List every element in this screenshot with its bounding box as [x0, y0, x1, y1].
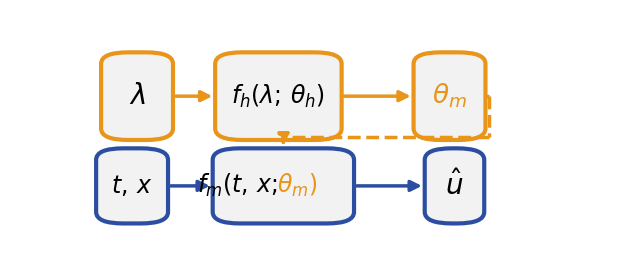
Text: $\theta_m)$: $\theta_m)$	[277, 172, 318, 199]
Text: $\hat{u}$: $\hat{u}$	[445, 170, 463, 201]
FancyBboxPatch shape	[425, 148, 484, 224]
FancyBboxPatch shape	[96, 148, 168, 224]
Text: $f_m(t,\,x;\,$: $f_m(t,\,x;\,$	[196, 172, 277, 199]
Text: $\lambda$: $\lambda$	[129, 82, 145, 110]
FancyBboxPatch shape	[413, 52, 486, 140]
FancyBboxPatch shape	[212, 148, 354, 224]
FancyBboxPatch shape	[215, 52, 342, 140]
Text: $f_h(\lambda;\,\theta_h)$: $f_h(\lambda;\,\theta_h)$	[232, 83, 325, 110]
FancyBboxPatch shape	[101, 52, 173, 140]
Text: $t,\,x$: $t,\,x$	[111, 173, 153, 198]
Text: $\theta_m$: $\theta_m$	[432, 82, 467, 110]
